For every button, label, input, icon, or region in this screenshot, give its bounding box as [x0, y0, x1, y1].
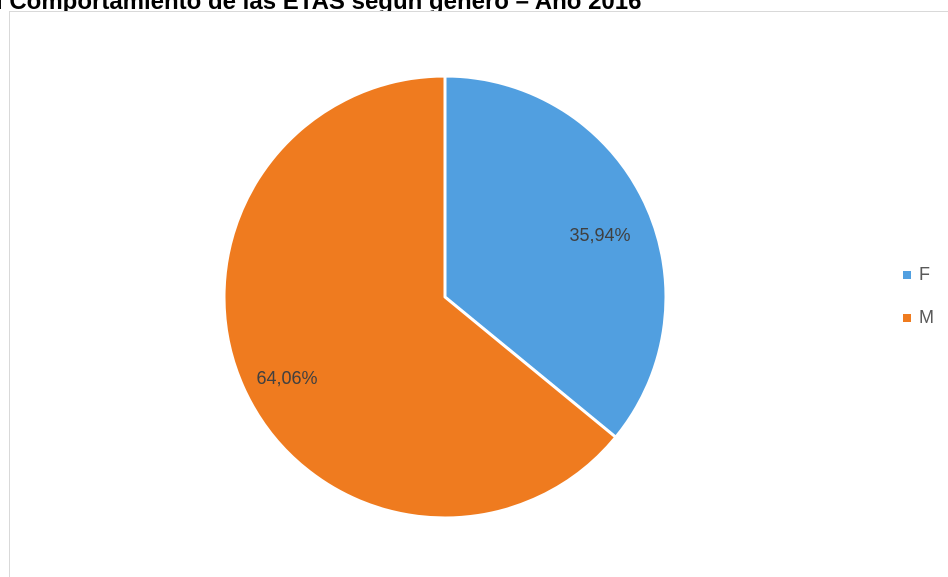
pie-slice-f: [443, 74, 668, 439]
legend-swatch-m: [903, 314, 911, 322]
legend: FM: [903, 264, 934, 327]
pie-slices: [222, 74, 668, 520]
pie-slice-m: [222, 74, 618, 520]
legend-swatch-f: [903, 271, 911, 279]
legend-label-f: F: [919, 264, 930, 284]
data-label-m: 64,06%: [256, 368, 317, 388]
legend-label-m: M: [919, 307, 934, 327]
data-label-f: 35,94%: [569, 225, 630, 245]
